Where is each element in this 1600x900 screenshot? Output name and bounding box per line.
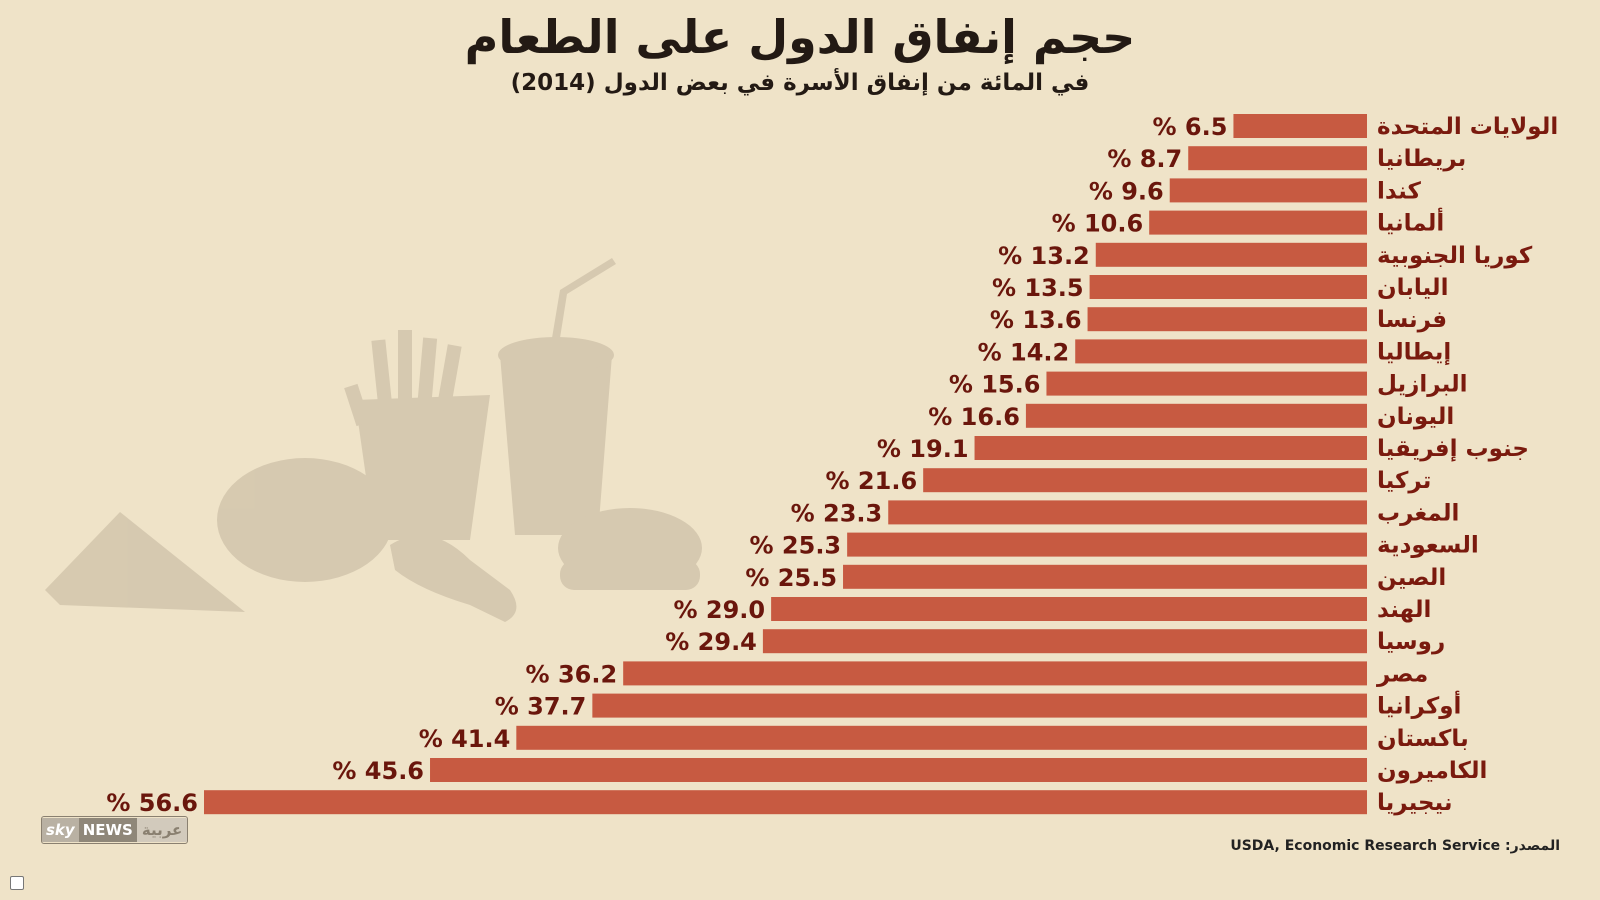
bar-17 <box>762 629 1367 654</box>
bar-22 <box>204 790 1367 815</box>
drumstick-silhouette <box>390 535 517 622</box>
value-label-17: % 29.4 <box>665 628 757 656</box>
category-label-2: بريطانيا <box>1377 146 1466 172</box>
value-label-11: % 19.1 <box>877 435 969 463</box>
value-label-12: % 21.6 <box>826 467 918 495</box>
category-label-17: روسيا <box>1377 629 1445 655</box>
category-label-6: اليابان <box>1377 275 1448 301</box>
category-label-4: ألمانيا <box>1377 207 1444 237</box>
bar-20 <box>516 725 1367 750</box>
category-label-5: كوريا الجنوبية <box>1377 243 1533 269</box>
value-label-2: % 8.7 <box>1107 145 1182 173</box>
bar-13 <box>888 500 1367 525</box>
bar-5 <box>1095 242 1367 267</box>
logo-news: NEWS <box>78 818 137 842</box>
drink-cup-silhouette <box>500 355 612 535</box>
bar-15 <box>843 564 1367 589</box>
pizza-slice-silhouette <box>45 512 245 612</box>
chart-subtitle: في المائة من إنفاق الأسرة في بعض الدول (… <box>510 70 1090 96</box>
bar-1 <box>1233 114 1367 138</box>
bar-16 <box>771 597 1367 621</box>
bar-19 <box>592 693 1367 718</box>
category-label-10: اليونان <box>1377 404 1454 430</box>
bar-12 <box>923 468 1367 493</box>
value-label-7: % 13.6 <box>990 306 1082 334</box>
value-label-3: % 9.6 <box>1089 177 1164 205</box>
category-label-13: المغرب <box>1377 500 1459 526</box>
value-label-5: % 13.2 <box>998 242 1090 270</box>
category-label-16: الهند <box>1377 597 1431 623</box>
category-label-3: كندا <box>1377 178 1422 204</box>
bar-2 <box>1188 146 1367 171</box>
bar-10 <box>1025 403 1367 428</box>
value-label-9: % 15.6 <box>949 371 1041 399</box>
bar-9 <box>1046 371 1367 396</box>
value-label-15: % 25.5 <box>745 564 837 592</box>
bar-3 <box>1169 178 1367 203</box>
bar-14 <box>847 532 1367 557</box>
category-label-7: فرنسا <box>1377 307 1447 333</box>
source-label: المصدر: <box>1505 838 1560 854</box>
sky-news-arabia-logo: sky NEWS عربية <box>41 816 189 844</box>
value-label-19: % 37.7 <box>495 693 587 721</box>
category-label-20: باكستان <box>1377 726 1469 752</box>
bar-21 <box>430 758 1367 782</box>
chart-title: حجم إنفاق الدول على الطعام <box>464 10 1136 64</box>
category-label-11: جنوب إفريقيا <box>1377 436 1529 462</box>
category-label-22: نيجيريا <box>1377 790 1453 816</box>
value-label-21: % 45.6 <box>332 757 424 785</box>
category-label-21: الكاميرون <box>1377 758 1487 784</box>
value-label-10: % 16.6 <box>928 403 1020 431</box>
bar-18 <box>623 661 1367 686</box>
value-label-4: % 10.6 <box>1052 210 1144 238</box>
category-label-14: السعودية <box>1377 533 1479 559</box>
category-label-1: الولايات المتحدة <box>1377 114 1558 140</box>
category-label-9: البرازيل <box>1377 372 1468 398</box>
bar-6 <box>1089 275 1367 299</box>
category-label-8: إيطاليا <box>1377 339 1451 365</box>
source-text: USDA, Economic Research Service <box>1230 838 1501 854</box>
logo-arabic: عربية <box>136 818 188 842</box>
category-label-15: الصين <box>1377 565 1446 591</box>
bar-4 <box>1149 210 1367 235</box>
category-label-12: تركيا <box>1377 468 1431 494</box>
value-label-20: % 41.4 <box>419 725 511 753</box>
value-label-8: % 14.2 <box>978 338 1070 366</box>
fries-silhouette <box>355 395 490 540</box>
corner-checkbox[interactable] <box>10 876 24 890</box>
category-label-18: مصر <box>1376 661 1428 687</box>
bar-7 <box>1087 307 1367 332</box>
value-label-22: % 56.6 <box>106 789 198 817</box>
value-label-6: % 13.5 <box>992 274 1084 302</box>
bar-11 <box>974 436 1367 460</box>
value-label-1: % 6.5 <box>1153 113 1228 141</box>
source-note: المصدر: USDA, Economic Research Service <box>1000 838 1560 854</box>
bar-8 <box>1075 339 1367 364</box>
value-label-13: % 23.3 <box>791 499 883 527</box>
logo-sky: sky <box>42 818 79 842</box>
value-label-18: % 36.2 <box>526 660 618 688</box>
value-label-14: % 25.3 <box>750 532 842 560</box>
category-label-19: أوكرانيا <box>1377 690 1461 720</box>
value-label-16: % 29.0 <box>673 596 765 624</box>
